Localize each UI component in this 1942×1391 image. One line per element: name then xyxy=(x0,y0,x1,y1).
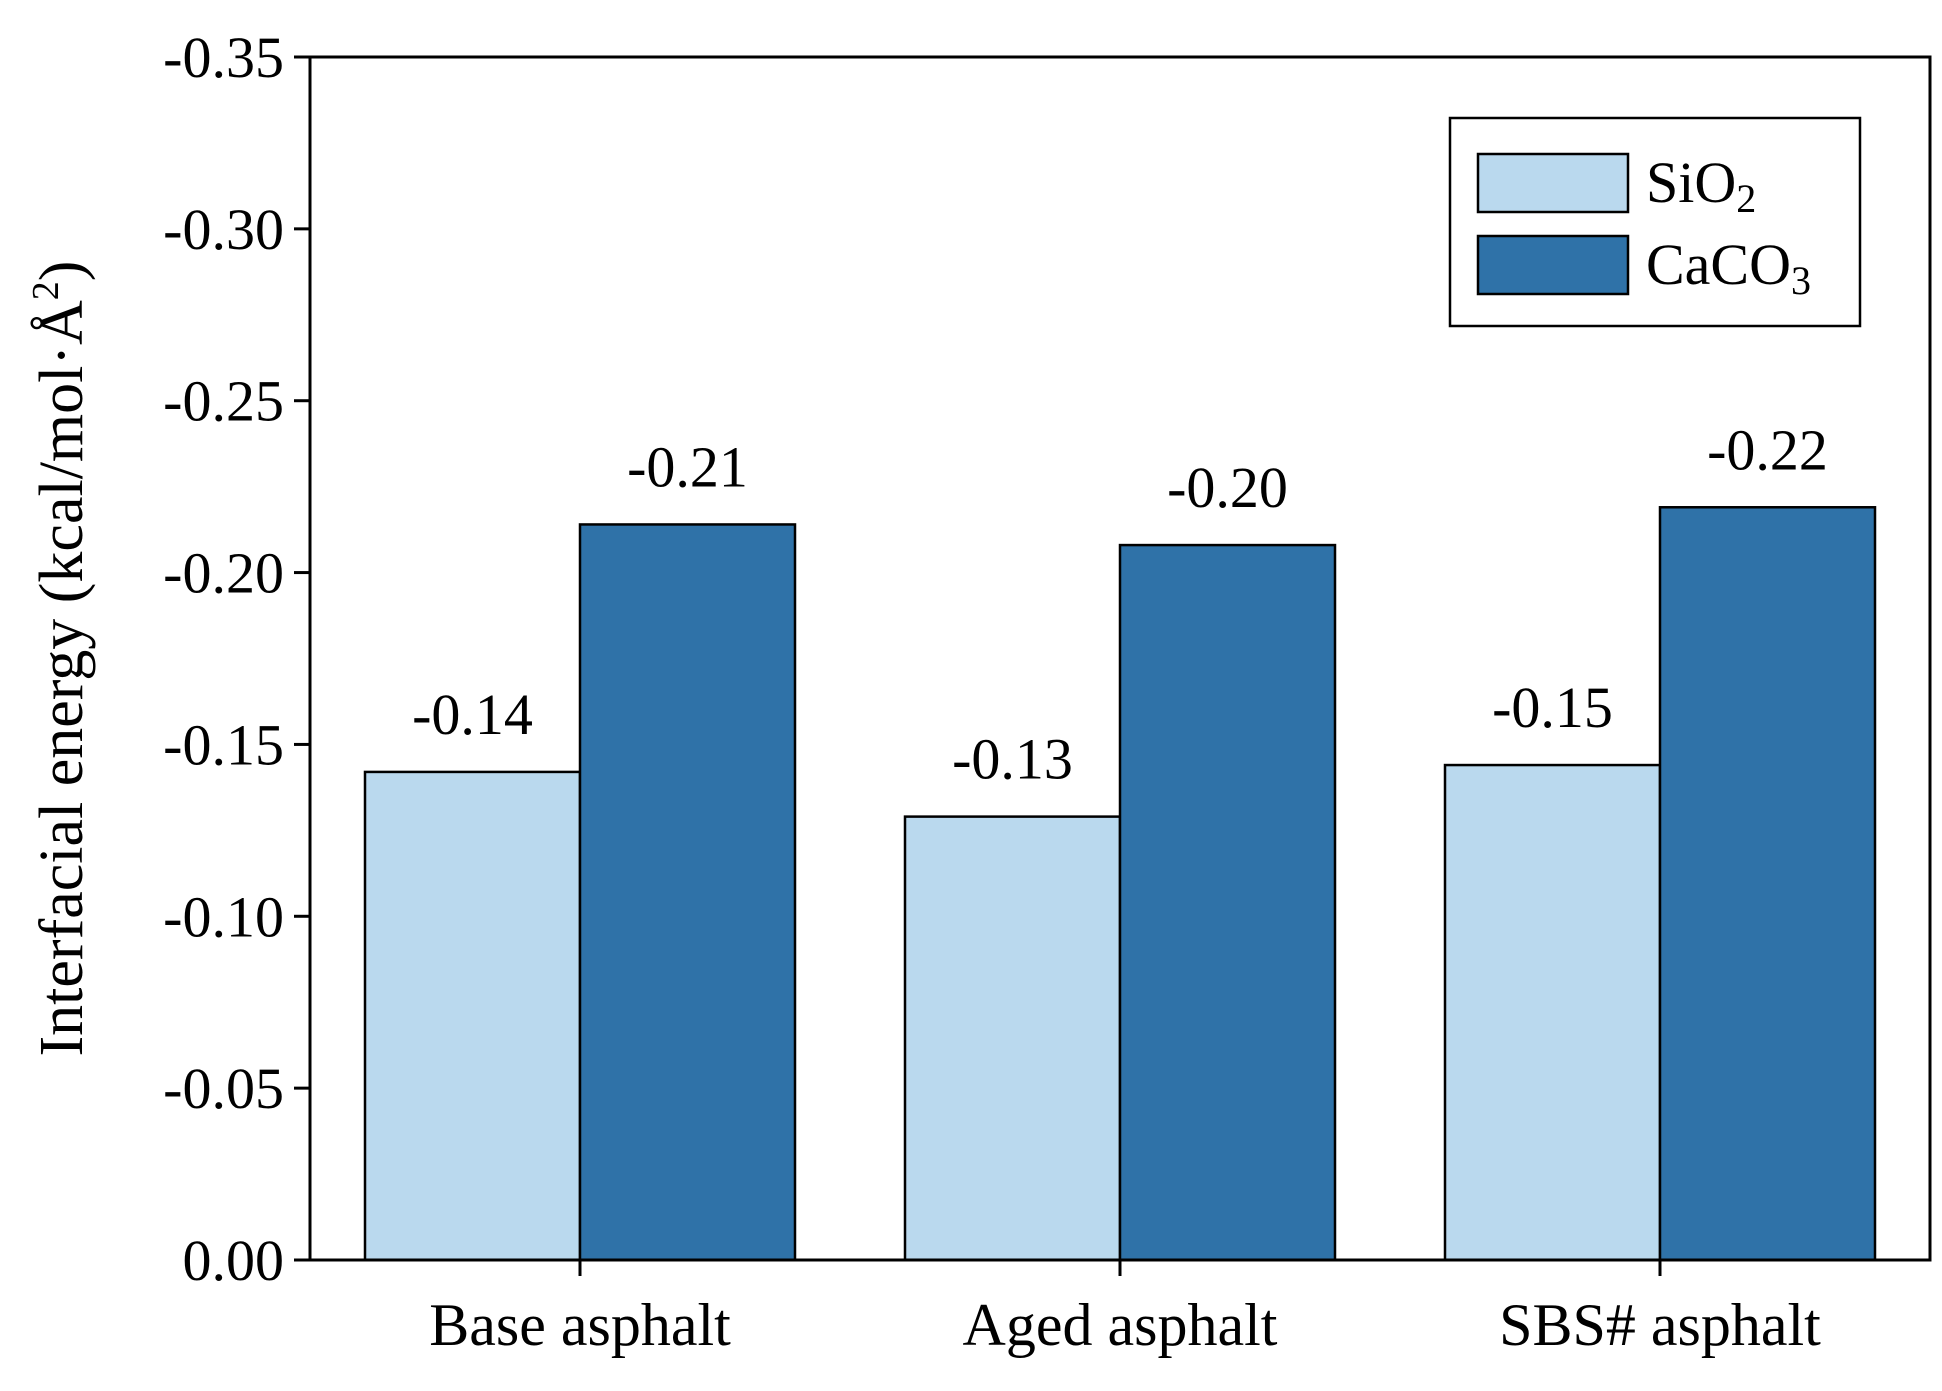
legend-label-caco3-sub: 3 xyxy=(1791,258,1811,303)
y-tick-label: 0.00 xyxy=(183,1228,285,1293)
x-axis: Base asphalt Aged asphalt SBS# asphalt xyxy=(429,1260,1821,1358)
bars-layer xyxy=(363,506,1877,1262)
legend-label-sio2-main: SiO xyxy=(1646,150,1736,215)
value-labels-layer: -0.14 -0.21 -0.13 -0.20 -0.15 -0.22 xyxy=(412,417,1828,791)
y-tick-label: -0.10 xyxy=(163,884,284,949)
data-label-sio2-2: -0.15 xyxy=(1492,675,1613,740)
bar-caco3-1 xyxy=(1118,543,1337,1262)
data-label-sio2-1: -0.13 xyxy=(952,727,1073,792)
y-tick-label: -0.25 xyxy=(163,369,284,434)
legend-label-caco3: CaCO3 xyxy=(1646,232,1811,303)
y-tick-label: -0.15 xyxy=(163,712,284,777)
data-label-caco3-2: -0.22 xyxy=(1707,417,1828,482)
y-axis: 0.00 -0.05 -0.10 -0.15 -0.20 -0.25 -0.30 -0.35 xyxy=(163,25,310,1293)
legend-swatch-sio2 xyxy=(1476,152,1630,214)
legend-label-caco3-main: CaCO xyxy=(1646,232,1791,297)
bar-sio2-1 xyxy=(903,815,1122,1262)
data-label-caco3-1: -0.20 xyxy=(1167,455,1288,520)
y-axis-title-close: ) xyxy=(28,261,96,282)
data-label-sio2-0: -0.14 xyxy=(412,682,533,747)
bar-sio2-2 xyxy=(1443,763,1662,1262)
legend-label-sio2: SiO2 xyxy=(1646,150,1756,221)
y-tick-label: -0.05 xyxy=(163,1056,284,1121)
y-axis-title: Interfacial energy (kcal/mol·Å2) xyxy=(25,261,96,1057)
y-axis-title-unit: Å xyxy=(28,300,96,345)
x-category-label: Base asphalt xyxy=(429,1292,731,1358)
y-axis-title-main: Interfacial energy (kcal/mol· xyxy=(28,345,96,1057)
bar-sio2-0 xyxy=(363,770,582,1262)
y-axis-title-sup: 2 xyxy=(25,281,67,300)
bar-caco3-0 xyxy=(578,523,797,1262)
y-tick-label: -0.35 xyxy=(163,25,284,90)
data-label-caco3-0: -0.21 xyxy=(627,434,748,499)
legend: SiO2 CaCO3 xyxy=(1448,116,1862,328)
legend-label-sio2-sub: 2 xyxy=(1736,176,1756,221)
x-category-label: SBS# asphalt xyxy=(1499,1292,1821,1358)
y-tick-label: -0.30 xyxy=(163,197,284,262)
y-tick-label: -0.20 xyxy=(163,541,284,606)
x-category-label: Aged asphalt xyxy=(963,1292,1278,1358)
legend-swatch-caco3 xyxy=(1476,234,1630,296)
bar-caco3-2 xyxy=(1658,506,1877,1262)
